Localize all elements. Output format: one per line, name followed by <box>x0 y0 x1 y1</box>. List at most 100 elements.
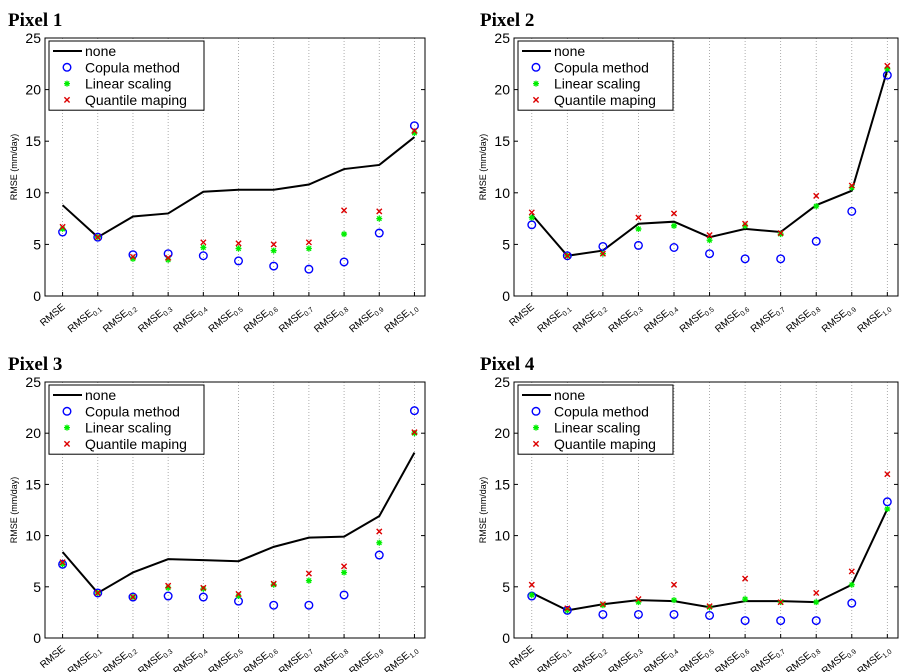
data-point <box>742 220 749 227</box>
data-point <box>200 584 207 591</box>
series-none <box>61 452 416 595</box>
x-tick-label: RMSE0.7 <box>749 644 787 672</box>
chart-title: Pixel 1 <box>8 10 62 31</box>
x-tick-label: RMSE0.5 <box>678 644 716 672</box>
data-point <box>669 609 679 619</box>
data-point <box>200 239 207 246</box>
series-copula-method <box>527 70 892 264</box>
legend-label: Quantile maping <box>554 436 656 452</box>
data-point <box>706 603 713 610</box>
data-point <box>200 244 207 251</box>
y-tick-label: 0 <box>502 630 510 646</box>
legend-swatch <box>532 96 540 103</box>
x-tick-label: RMSE1.0 <box>383 302 421 337</box>
y-tick-label: 5 <box>502 579 510 595</box>
data-point <box>598 241 608 251</box>
data-point <box>94 589 101 597</box>
legend-label: none <box>554 43 585 59</box>
x-tick-label: RMSE0.9 <box>820 302 858 337</box>
data-point <box>269 261 279 271</box>
data-point <box>527 220 537 230</box>
legend-label: Copula method <box>85 59 180 75</box>
data-point <box>165 584 172 591</box>
data-point <box>564 605 571 612</box>
legend-label: Quantile maping <box>85 436 187 452</box>
x-tick-label: RMSE0.1 <box>536 644 574 672</box>
x-tick-label: RMSE <box>38 644 67 671</box>
data-point <box>528 591 535 598</box>
data-point <box>848 568 855 575</box>
data-point <box>635 599 642 606</box>
y-tick-label: 10 <box>25 185 41 201</box>
data-point <box>811 236 821 246</box>
legend-label: Linear scaling <box>554 420 640 436</box>
data-point <box>633 609 643 619</box>
data-point <box>740 616 750 626</box>
data-point <box>409 121 419 131</box>
x-tick-label: RMSE0.9 <box>820 644 858 672</box>
data-point <box>93 232 103 242</box>
legend-box <box>517 384 674 455</box>
data-point <box>884 471 891 478</box>
y-axis-label: RMSE (mm/day) <box>9 477 19 544</box>
series-none <box>61 136 416 239</box>
data-point <box>742 596 749 603</box>
data-point <box>776 616 786 626</box>
y-axis-label: RMSE (mm/day) <box>478 134 488 201</box>
x-tick-label: RMSE0.8 <box>784 302 822 337</box>
y-axis-label: RMSE (mm/day) <box>9 134 19 201</box>
series-copula-method <box>58 406 419 610</box>
x-tick-label: RMSE0.7 <box>277 302 315 337</box>
data-point <box>305 245 312 252</box>
legend-swatch <box>63 96 71 103</box>
legend-label: Linear scaling <box>85 420 171 436</box>
data-point <box>635 595 642 603</box>
x-tick-label: RMSE0.2 <box>101 644 139 672</box>
x-tick-label: RMSE0.3 <box>607 302 645 337</box>
data-point <box>706 237 713 244</box>
data-point <box>234 256 244 266</box>
x-tick-label: RMSE0.5 <box>678 302 716 337</box>
data-point <box>305 577 312 584</box>
data-point <box>374 550 384 560</box>
legend-swatch <box>64 424 70 431</box>
data-point <box>59 223 66 230</box>
x-tick-label: RMSE0.4 <box>172 302 210 337</box>
legend-swatch <box>531 406 541 416</box>
legend-label: Quantile maping <box>554 92 656 108</box>
x-tick-label: RMSE0.9 <box>348 644 386 672</box>
data-point <box>270 580 277 587</box>
legend-swatch <box>62 62 72 72</box>
data-point <box>269 600 279 610</box>
data-point <box>59 559 66 566</box>
legend-swatch <box>531 62 541 72</box>
data-point <box>884 62 891 69</box>
legend-swatch <box>64 80 70 87</box>
data-point <box>129 593 137 601</box>
y-tick-label: 25 <box>494 30 510 46</box>
legend-label: none <box>85 43 116 59</box>
axes-frame <box>513 381 899 639</box>
data-point <box>848 581 855 588</box>
data-point <box>304 600 314 610</box>
data-point <box>776 254 786 264</box>
x-tick-label: RMSE0.5 <box>207 644 245 672</box>
y-tick-label: 5 <box>502 236 510 252</box>
data-point <box>270 581 277 588</box>
data-point <box>165 256 172 263</box>
legend-box <box>517 40 674 111</box>
data-point <box>670 581 678 588</box>
series-quantile-maping <box>528 471 891 612</box>
data-point <box>848 182 855 189</box>
data-point <box>635 214 642 221</box>
y-tick-label: 10 <box>494 528 510 544</box>
x-tick-label: RMSE0.6 <box>713 302 751 337</box>
data-point <box>163 591 173 601</box>
data-point <box>305 570 312 577</box>
data-point <box>528 214 535 221</box>
data-point <box>633 240 643 250</box>
y-tick-label: 20 <box>494 425 510 441</box>
